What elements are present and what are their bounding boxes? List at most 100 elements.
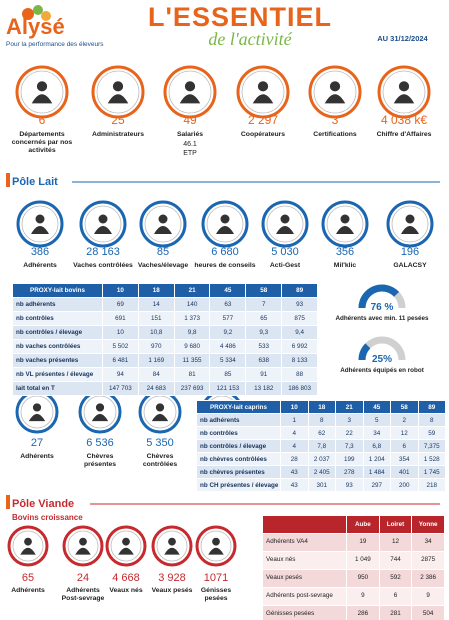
figure-value: 4 668: [112, 572, 140, 584]
table-cell: 8: [307, 413, 336, 427]
table-cell: 218: [417, 478, 446, 492]
table-cell: 970: [137, 339, 175, 354]
table-cell: 65: [245, 311, 283, 326]
figure-label: Adhérents: [20, 453, 54, 460]
table-cell: 281: [378, 605, 413, 620]
icon-glyph: [252, 94, 274, 104]
figure-label: Adhérents: [11, 587, 45, 594]
row-label: nb contrôles / élevage: [12, 325, 103, 340]
icon-glyph: [280, 214, 290, 224]
table-cell: 1: [280, 413, 309, 427]
gauge-label: 25%: [371, 354, 392, 365]
column-header: 21: [173, 283, 211, 298]
icon-glyph: [91, 413, 109, 422]
table-cell: 22: [335, 426, 364, 440]
table-cell: 354: [390, 452, 419, 466]
table-cell: 401: [390, 465, 419, 479]
figure-label: Salariés: [176, 131, 204, 138]
figure-extra-label: ETP: [183, 150, 197, 157]
icon-inner: [67, 530, 99, 562]
section-title: Pôle Viande: [12, 498, 75, 510]
icon-glyph: [393, 94, 415, 104]
table-cell: 85: [209, 367, 247, 382]
icon-glyph: [24, 537, 32, 546]
figure-value: 5 030: [271, 246, 299, 258]
table-cell: 1 745: [417, 465, 446, 479]
table-cell: 1 373: [173, 311, 211, 326]
figure-value: 85: [156, 246, 170, 258]
icon-inner: [96, 70, 140, 114]
figure-value: 6 536: [86, 437, 114, 449]
logo-dot: [33, 5, 43, 15]
icon-ring: [138, 390, 182, 434]
icon-glyph: [164, 547, 180, 555]
figure-label: Génisses pesées: [200, 587, 232, 602]
table-cell: 63: [209, 297, 247, 312]
figure-value: 25: [111, 113, 125, 127]
data-table: PROXY-lait bovins 10 18 21 45 58 89 nb adhérent…: [12, 283, 318, 396]
table-cell: 5 502: [102, 339, 139, 354]
table-cell: 34: [362, 426, 391, 440]
table-cell: 577: [209, 311, 247, 326]
gauge-label: 76 %: [370, 302, 394, 313]
icon-ring: [62, 525, 104, 567]
section-subtitle: Bovins croissance: [12, 513, 83, 522]
column-header: 10: [280, 400, 309, 414]
data-table: PROXY-lait caprins 10 18 21 45 58 89 nb adhéren…: [196, 400, 446, 492]
icon-glyph: [154, 226, 172, 234]
figure-label: heures de conseils: [194, 262, 256, 269]
table-cell: 2 386: [411, 569, 445, 588]
icon-inner: [391, 205, 429, 243]
table-cell: 14: [137, 297, 175, 312]
row-label: lait total en T: [12, 381, 103, 396]
table-cell: 84: [137, 367, 175, 382]
table-cell: 286: [346, 605, 380, 620]
column-header: 89: [281, 283, 318, 298]
icon-glyph: [95, 403, 105, 412]
icon-inner: [144, 205, 182, 243]
icon-ring: [377, 65, 431, 119]
figure-value: 6: [38, 113, 46, 127]
icon-ring: [91, 65, 145, 119]
table-cell: 4: [280, 439, 309, 453]
table-corner: PROXY-lait caprins: [196, 400, 281, 414]
table-cell: 11 355: [173, 353, 211, 368]
figure-value: 4 038 k€: [380, 113, 428, 127]
icon-inner: [382, 70, 426, 114]
figure-value: 5 350: [146, 437, 174, 449]
table-cell: 6 992: [281, 339, 318, 354]
row-label: Adhérents VA4: [262, 533, 347, 552]
figure-label: Chèvres contrôlées: [142, 453, 178, 468]
icon-ring: [321, 200, 369, 248]
icon-glyph: [212, 537, 220, 546]
icon-inner: [110, 530, 142, 562]
icon-inner: [266, 205, 304, 243]
figure-value: 28 163: [86, 246, 120, 258]
icon-glyph: [122, 537, 130, 546]
icon-inner: [200, 530, 232, 562]
table-cell: 19: [346, 533, 380, 552]
logo: Alysé: [6, 14, 65, 39]
table-cell: 278: [335, 465, 364, 479]
figure-value: 49: [183, 113, 197, 127]
column-header: 45: [362, 400, 391, 414]
icon-glyph: [329, 81, 341, 92]
table-cell: 3: [335, 413, 364, 427]
icon-glyph: [398, 81, 410, 92]
logo-dot: [22, 8, 34, 20]
table-cell: 6: [390, 439, 419, 453]
figure-label: Vaches/élevage: [137, 262, 189, 269]
table-cell: 88: [281, 367, 318, 382]
table-cell: 200: [390, 478, 419, 492]
icon-inner: [241, 70, 285, 114]
icon-glyph: [31, 226, 49, 234]
figure-value: 27: [30, 437, 44, 449]
icon-glyph: [118, 547, 134, 555]
gauge-value: [358, 284, 400, 309]
icon-glyph: [179, 94, 201, 104]
figure-label: Vaches contrôlées: [73, 262, 133, 269]
gauge-caption: Adhérents équipés en robot: [340, 367, 424, 374]
table-cell: 93: [281, 297, 318, 312]
table-cell: 151: [137, 311, 175, 326]
icon-glyph: [28, 413, 46, 422]
